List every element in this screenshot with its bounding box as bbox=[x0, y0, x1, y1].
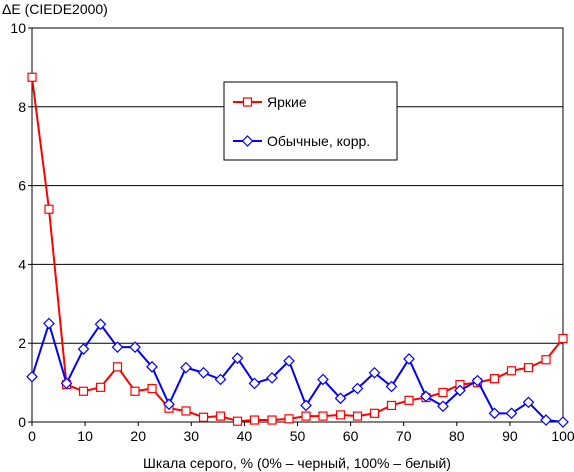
x-tick-label: 90 bbox=[502, 428, 518, 444]
data-point bbox=[111, 341, 124, 353]
data-point bbox=[300, 399, 312, 412]
data-point bbox=[43, 317, 55, 330]
legend-item: Яркие bbox=[233, 94, 307, 110]
data-point bbox=[215, 411, 226, 421]
legend-label: Яркие bbox=[267, 94, 307, 110]
data-point bbox=[505, 407, 518, 420]
legend-box bbox=[223, 81, 398, 161]
x-axis-title: Шкала серого, % (0% – черный, 100% – бел… bbox=[143, 455, 451, 471]
data-point bbox=[454, 384, 466, 397]
legend-marker bbox=[241, 135, 254, 147]
data-point bbox=[95, 382, 106, 392]
x-tick-label: 50 bbox=[290, 428, 306, 444]
legend-label: Обычные, корр. bbox=[267, 133, 370, 149]
legend: Яркие Обычные, корр. bbox=[223, 81, 398, 161]
data-point bbox=[318, 411, 328, 421]
data-point bbox=[334, 392, 347, 405]
data-point bbox=[522, 396, 535, 409]
data-point bbox=[368, 366, 381, 379]
data-point bbox=[214, 373, 227, 386]
y-tick-label: 4 bbox=[18, 256, 26, 272]
data-point bbox=[163, 398, 175, 411]
data-point bbox=[437, 400, 449, 413]
data-point bbox=[523, 363, 534, 373]
data-point bbox=[558, 333, 568, 344]
data-point bbox=[284, 414, 294, 424]
y-axis-ticks: 0 2 4 6 8 10 bbox=[10, 20, 32, 430]
x-tick-label: 20 bbox=[130, 428, 146, 444]
x-tick-label: 30 bbox=[184, 428, 200, 444]
data-point bbox=[266, 372, 278, 384]
data-point bbox=[248, 377, 261, 390]
data-point bbox=[352, 411, 363, 421]
data-point bbox=[27, 72, 37, 82]
data-point bbox=[78, 386, 89, 396]
x-tick-label: 70 bbox=[396, 428, 412, 444]
data-point bbox=[94, 318, 107, 331]
data-point bbox=[129, 341, 141, 353]
x-tick-label: 60 bbox=[343, 428, 359, 444]
data-point bbox=[489, 374, 500, 384]
x-axis-ticks: 0 10 20 30 40 50 60 70 80 90 100 bbox=[28, 422, 574, 444]
data-point bbox=[112, 362, 123, 372]
data-point bbox=[44, 204, 54, 214]
x-tick-label: 0 bbox=[28, 428, 36, 444]
legend-item: Обычные, корр. bbox=[233, 133, 370, 149]
data-point bbox=[77, 343, 90, 355]
data-point bbox=[541, 355, 551, 365]
legend-marker bbox=[242, 97, 253, 107]
data-point bbox=[420, 390, 432, 403]
data-point bbox=[26, 370, 38, 383]
data-point bbox=[335, 410, 346, 420]
data-point bbox=[283, 355, 295, 367]
data-point bbox=[471, 374, 484, 387]
data-point bbox=[351, 382, 364, 395]
y-tick-label: 8 bbox=[18, 99, 26, 115]
y-axis-title: ΔE (CIEDE2000) bbox=[2, 1, 108, 17]
y-tick-label: 10 bbox=[10, 20, 26, 36]
data-point bbox=[181, 406, 191, 416]
data-point bbox=[180, 361, 192, 374]
data-point bbox=[540, 414, 552, 426]
data-point bbox=[506, 366, 517, 376]
data-point bbox=[301, 411, 311, 421]
y-tick-label: 2 bbox=[18, 335, 26, 351]
data-point bbox=[488, 407, 501, 420]
data-point bbox=[317, 373, 329, 386]
y-tick-label: 6 bbox=[18, 178, 26, 194]
data-point bbox=[198, 412, 209, 422]
data-point bbox=[438, 387, 448, 398]
data-point bbox=[147, 383, 157, 394]
x-tick-label: 80 bbox=[449, 428, 465, 444]
data-point bbox=[404, 395, 414, 405]
data-point bbox=[146, 360, 158, 373]
data-point bbox=[197, 366, 210, 379]
data-point bbox=[249, 415, 260, 425]
data-point bbox=[267, 415, 277, 425]
data-point bbox=[232, 416, 243, 426]
x-tick-label: 10 bbox=[77, 428, 93, 444]
data-point bbox=[386, 400, 397, 411]
data-point bbox=[557, 416, 569, 428]
series-2 bbox=[26, 317, 569, 428]
series-layer bbox=[26, 72, 569, 428]
data-point bbox=[231, 352, 244, 365]
data-point bbox=[130, 386, 140, 396]
x-tick-label: 40 bbox=[237, 428, 253, 444]
data-point bbox=[403, 353, 415, 365]
x-tick-label: 100 bbox=[551, 428, 574, 444]
data-point bbox=[385, 380, 398, 393]
data-point bbox=[60, 377, 73, 390]
data-point bbox=[369, 408, 380, 418]
y-tick-label: 0 bbox=[18, 414, 26, 430]
